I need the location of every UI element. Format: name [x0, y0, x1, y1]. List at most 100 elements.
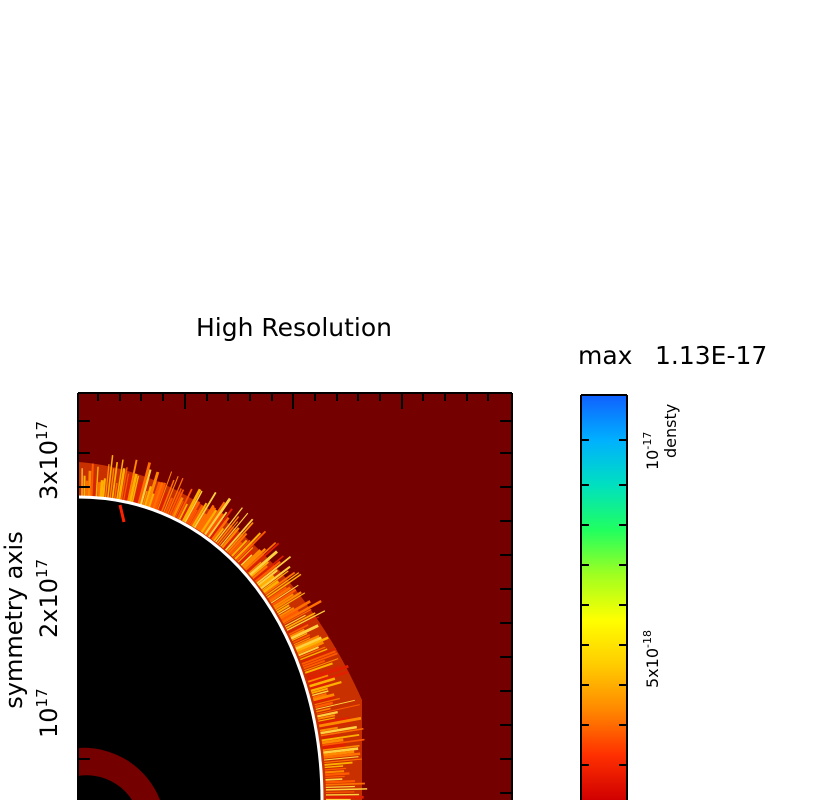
density-spike: [164, 497, 173, 514]
density-spike: [195, 513, 207, 530]
density-spike: [319, 721, 354, 729]
density-spike: [220, 512, 249, 547]
density-spike: [157, 471, 173, 511]
contour-line: [78, 495, 324, 800]
density-spike: [265, 572, 300, 597]
density-spike: [124, 475, 132, 502]
density-spike: [309, 677, 336, 688]
y-tick-label-2e17: 2x1017: [33, 559, 63, 638]
density-spike: [260, 565, 291, 590]
density-spike: [185, 500, 201, 525]
density-spike: [278, 606, 291, 615]
density-spike: [264, 571, 296, 595]
density-spike: [324, 756, 359, 761]
density-spike: [325, 770, 345, 774]
density-spike: [154, 482, 167, 510]
density-spike: [163, 475, 179, 513]
plot-frame: [77, 392, 513, 800]
density-spike: [325, 778, 343, 781]
density-spike: [116, 459, 124, 500]
density-spike: [256, 555, 292, 584]
density-spike: [317, 711, 338, 718]
density-spike: [286, 610, 326, 631]
density-spike: [252, 565, 268, 580]
colorbar-tick-label-5e-18: 5x10-18: [641, 630, 662, 688]
density-spike: [231, 539, 248, 557]
density-spike: [184, 490, 203, 523]
density-spike: [238, 550, 254, 565]
density-spike: [322, 744, 360, 752]
density-spike: [120, 467, 128, 501]
density-spike: [253, 555, 284, 581]
density-spike: [175, 500, 184, 518]
density-spike: [216, 516, 240, 544]
density-spike: [322, 738, 365, 747]
density-spike: [95, 466, 99, 498]
colorbar-ticks: [581, 439, 627, 766]
density-spike: [144, 485, 153, 507]
density-spike: [254, 560, 281, 583]
density-spike: [323, 752, 361, 759]
density-spike: [109, 468, 115, 499]
density-spike: [267, 573, 302, 599]
density-spike: [241, 549, 262, 568]
density-spike: [289, 628, 305, 638]
density-spike: [223, 532, 239, 550]
density-spike: [325, 782, 365, 786]
density-spike: [111, 461, 119, 500]
density-spike: [170, 489, 185, 517]
density-spike: [313, 693, 335, 702]
density-spike: [312, 693, 327, 699]
density-spike: [97, 482, 102, 498]
density-spike: [249, 550, 278, 576]
density-spike: [323, 750, 355, 757]
density-spike: [204, 497, 232, 536]
colorbar-frame: [580, 394, 628, 800]
density-spike: [304, 662, 333, 674]
colorbar-max-label: max: [578, 341, 632, 370]
density-spike: [273, 593, 294, 608]
density-spike: [233, 539, 251, 558]
chart-title: High Resolution: [196, 313, 392, 342]
density-spike: [150, 481, 162, 509]
density-spike: [93, 476, 96, 498]
density-spike: [287, 616, 320, 633]
density-spike: [128, 473, 138, 503]
density-spike: [229, 541, 243, 556]
density-spike: [161, 479, 175, 512]
density-spike: [135, 481, 144, 504]
density-spike: [197, 504, 215, 531]
density-spike: [221, 527, 240, 549]
density-spike: [240, 554, 253, 566]
density-spike: [310, 680, 342, 692]
density-spike: [314, 697, 340, 706]
inner-ring: [78, 747, 160, 800]
density-spike: [311, 687, 328, 695]
density-spike: [236, 530, 267, 562]
density-spike: [148, 493, 155, 508]
density-spike: [307, 674, 329, 683]
colorbar-max-value: 1.13E-17: [655, 341, 767, 370]
density-spike: [87, 470, 92, 498]
density-spike: [113, 482, 118, 500]
density-spike: [325, 775, 345, 779]
density-spike: [99, 480, 104, 498]
density-spike: [318, 717, 335, 722]
density-spike: [215, 507, 243, 543]
density-spike: [117, 468, 126, 501]
density-spike: [305, 669, 321, 676]
y-axis-label: symmetry axis: [0, 531, 28, 708]
colorbar-label: densty: [661, 404, 680, 458]
density-spike: [325, 780, 355, 784]
density-spike: [288, 624, 309, 636]
density-spike: [301, 650, 336, 665]
density-spike: [314, 701, 334, 709]
density-spike: [133, 482, 141, 504]
density-spike: [312, 690, 329, 697]
density-spike: [307, 664, 349, 681]
density-spike: [198, 506, 217, 532]
density-spike: [323, 747, 359, 754]
density-spike: [172, 497, 184, 518]
density-spike: [243, 547, 267, 570]
density-spike: [258, 574, 275, 588]
